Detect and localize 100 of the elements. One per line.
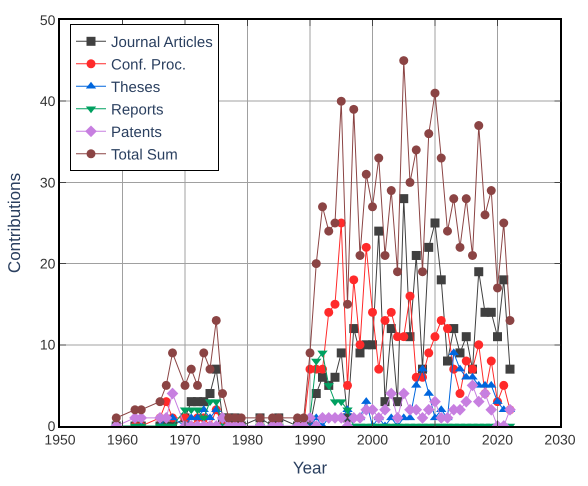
point	[379, 404, 391, 416]
point	[318, 202, 327, 212]
point	[356, 250, 364, 260]
point	[312, 259, 321, 268]
point	[485, 404, 498, 416]
legend-label: Journal Articles	[111, 34, 213, 52]
point	[386, 186, 396, 196]
point	[462, 332, 471, 342]
point	[456, 242, 464, 252]
point	[406, 178, 414, 187]
legend-label: Total Sum	[111, 146, 178, 164]
point	[186, 364, 196, 374]
y-tick-label: 40	[40, 93, 56, 110]
point	[468, 250, 477, 260]
point	[430, 88, 440, 98]
point	[429, 396, 441, 408]
point	[318, 372, 327, 382]
x-tick-label: 1960	[106, 432, 138, 448]
point	[436, 154, 446, 163]
point	[112, 413, 121, 422]
point	[493, 283, 502, 292]
point	[199, 348, 208, 358]
point	[392, 412, 404, 424]
point	[456, 348, 464, 358]
point	[466, 380, 478, 392]
x-tick-label: 2030	[544, 432, 576, 448]
point	[416, 412, 428, 424]
point	[472, 396, 485, 408]
point	[311, 358, 322, 366]
point	[486, 186, 496, 196]
point	[380, 250, 390, 260]
point	[324, 226, 334, 236]
y-tick-label: 30	[40, 174, 56, 190]
x-tick-label: 1970	[169, 432, 201, 448]
point	[362, 170, 371, 179]
point	[424, 129, 434, 138]
point	[386, 324, 396, 334]
point	[356, 348, 364, 358]
point	[486, 308, 496, 317]
point	[324, 308, 334, 317]
y-tick-label: 20	[40, 256, 56, 272]
point	[424, 242, 434, 252]
point	[368, 202, 377, 212]
point	[162, 380, 171, 390]
point	[349, 275, 358, 284]
point	[306, 348, 314, 358]
point	[330, 300, 340, 309]
x-tick-label: 2010	[419, 432, 451, 448]
point	[330, 372, 340, 382]
legend-label: Reports	[111, 102, 164, 119]
point	[448, 348, 459, 356]
point	[412, 145, 421, 154]
legend-label: Conf. Proc.	[111, 56, 186, 74]
point	[499, 380, 508, 390]
point	[462, 194, 471, 204]
y-tick-label: 50	[40, 12, 56, 28]
point	[372, 412, 385, 424]
point	[343, 300, 352, 309]
point	[411, 380, 422, 388]
point	[474, 121, 484, 130]
point	[385, 388, 398, 400]
point	[212, 316, 221, 325]
y-axis-title: Contributions	[4, 172, 24, 274]
x-tick-label: 1950	[44, 432, 76, 448]
point	[436, 316, 446, 325]
point	[336, 348, 346, 358]
point	[343, 380, 352, 390]
point	[349, 104, 358, 114]
point	[462, 356, 471, 366]
point	[193, 380, 202, 390]
x-tick-label: 1990	[294, 432, 326, 448]
point	[486, 380, 496, 388]
legend-label: Patents	[111, 124, 162, 142]
point	[380, 316, 390, 325]
point	[206, 364, 214, 374]
legend-label: Theses	[111, 79, 160, 96]
point	[449, 194, 458, 204]
point	[424, 348, 434, 358]
point	[368, 308, 377, 317]
point	[206, 389, 214, 398]
point	[443, 324, 452, 334]
point	[460, 396, 472, 408]
y-tick-label: 0	[48, 418, 56, 434]
point	[399, 56, 408, 66]
point	[422, 404, 435, 416]
point	[474, 340, 484, 350]
point	[356, 340, 364, 350]
point	[218, 389, 227, 398]
point	[418, 267, 427, 276]
point	[374, 154, 384, 163]
point	[393, 267, 402, 276]
point	[336, 399, 346, 406]
point	[386, 308, 396, 317]
point	[330, 218, 340, 228]
point	[474, 267, 484, 276]
point	[456, 389, 464, 398]
point	[506, 316, 514, 325]
point	[436, 275, 446, 284]
point	[156, 397, 164, 406]
point	[168, 348, 177, 358]
